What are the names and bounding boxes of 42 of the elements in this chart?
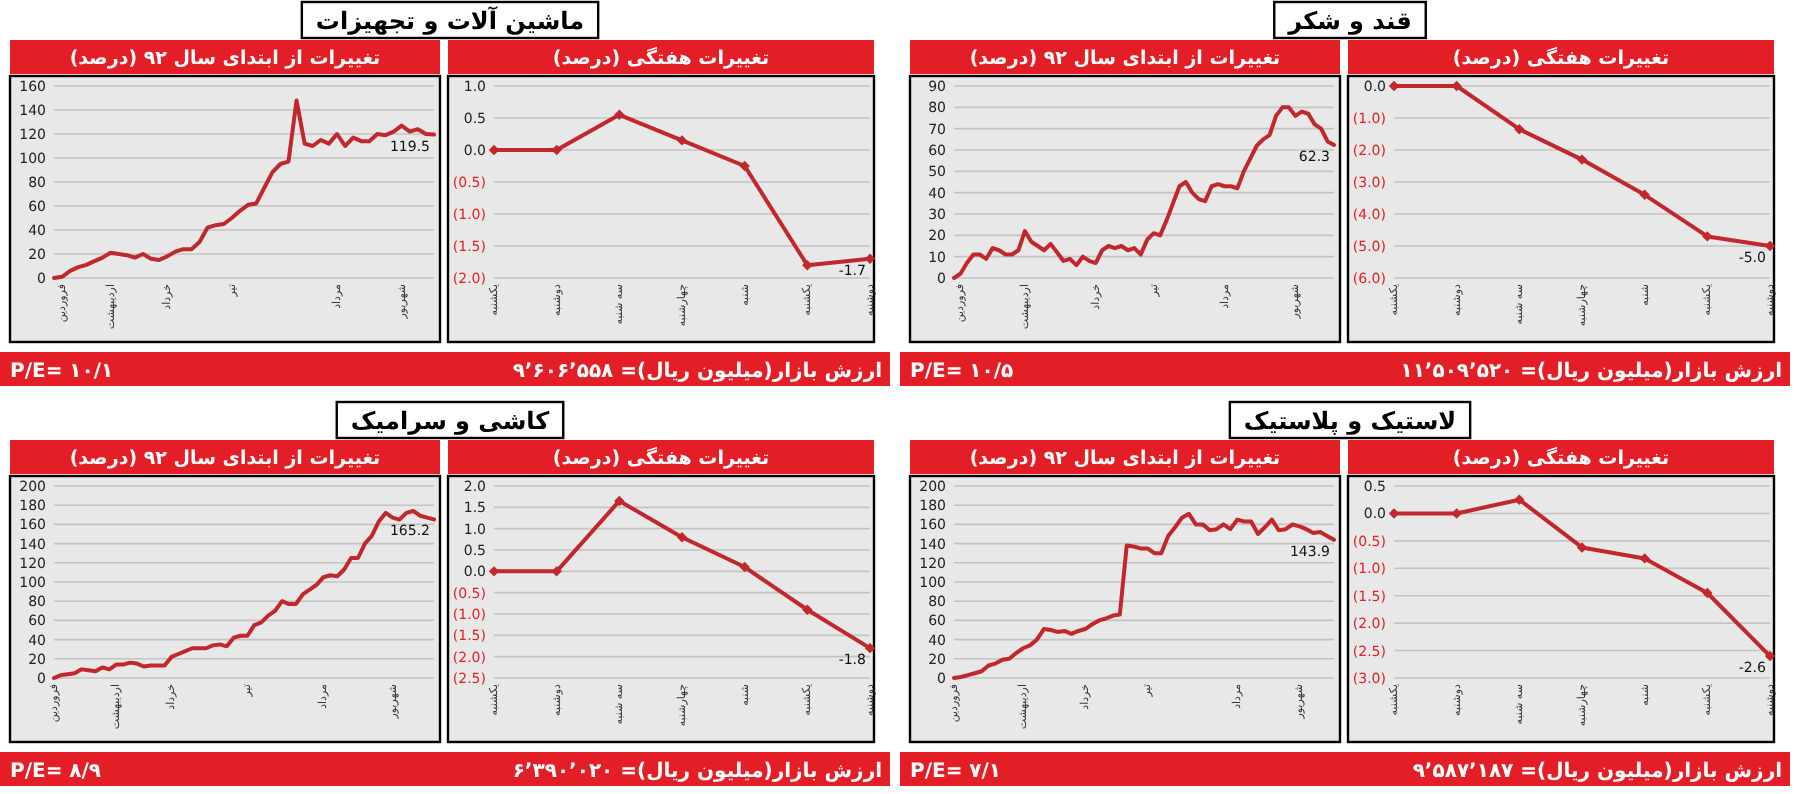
point [1702, 587, 1713, 599]
chart-subtitle: تغییرات از ابتدای سال ۹۲ (درصد) [69, 448, 381, 470]
chart-title: تغییرات هفتگی (درصد) [1452, 446, 1670, 470]
chart-title: لاستیک و پلاستیک [1243, 407, 1457, 435]
point [1576, 542, 1588, 553]
point [676, 532, 688, 543]
chart-title: کاشی و سرامیک [350, 407, 550, 435]
text: P/E= ۸/۹ [10, 761, 102, 783]
point [864, 642, 876, 654]
text: ارزش بازار(میلیون ریال)= ۶٬۳۹۰٬۰۲۰ [512, 761, 882, 783]
point [739, 561, 750, 573]
text: P/E= ۱۰/۵ [910, 361, 1014, 383]
point [802, 604, 813, 615]
point [614, 109, 625, 120]
chart-title: ماشین آلات و تجهیزات [315, 5, 585, 35]
point [614, 495, 625, 507]
point [1639, 553, 1650, 564]
point [1514, 124, 1525, 135]
point [1514, 494, 1525, 505]
point [1764, 650, 1776, 662]
chart-title: تغییرات هفتگی (درصد) [1452, 46, 1670, 70]
text: ارزش بازار(میلیون ریال)= ۹٬۵۸۷٬۱۸۷ [1412, 761, 1782, 783]
line-series [952, 105, 1336, 280]
point [1639, 189, 1650, 200]
chart-subtitle: تغییرات از ابتدای سال ۹۲ (درصد) [969, 48, 1281, 70]
chart-subtitle: تغییرات از ابتدای سال ۹۲ (درصد) [969, 448, 1281, 470]
chart-title: تغییرات هفتگی (درصد) [552, 46, 770, 70]
line-series [952, 511, 1336, 680]
text: P/E= ۱۰/۱ [10, 361, 114, 383]
chart-subtitle: تغییرات از ابتدای سال ۹۲ (درصد) [69, 48, 381, 70]
line-series [52, 508, 436, 680]
point [1702, 231, 1713, 242]
text: ارزش بازار(میلیون ریال)= ۱۱٬۵۰۹٬۵۲۰ [1400, 361, 1782, 383]
chart-title: تغییرات هفتگی (درصد) [552, 446, 770, 470]
line-series [52, 98, 436, 280]
point [802, 260, 813, 271]
text: ارزش بازار(میلیون ریال)= ۹٬۶۰۶٬۵۵۸ [512, 361, 882, 383]
chart-title: قند و شکر [1286, 7, 1412, 35]
point [1576, 154, 1588, 165]
point [676, 135, 688, 146]
text: P/E= ۷/۱ [910, 761, 1002, 783]
point [739, 160, 750, 172]
